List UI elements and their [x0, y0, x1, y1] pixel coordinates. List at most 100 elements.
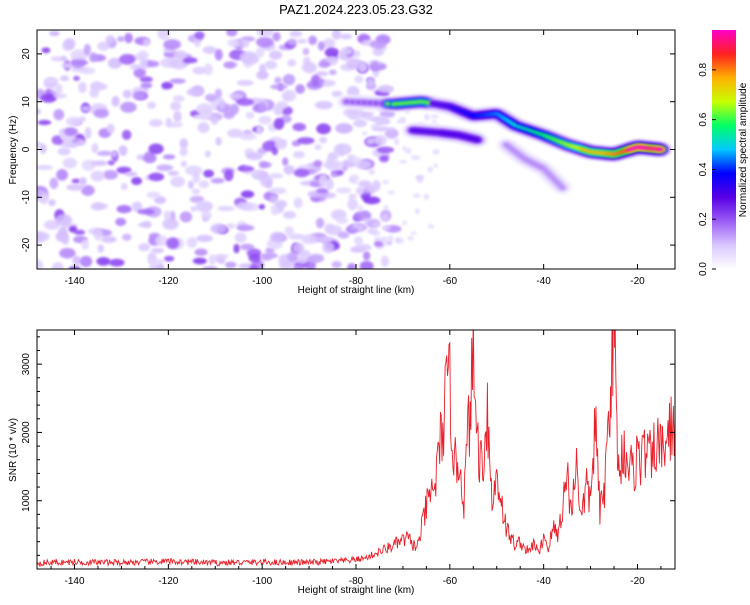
- noise-blob: [350, 174, 360, 182]
- y-tick-label: -10: [21, 190, 32, 205]
- y-tick-label: 3000: [21, 353, 32, 376]
- noise-blob: [72, 255, 81, 266]
- noise-blob: [83, 43, 91, 56]
- noise-blob: [57, 147, 71, 156]
- noise-blob: [302, 47, 310, 56]
- noise-blob: [186, 236, 198, 248]
- noise-blob: [264, 60, 278, 70]
- noise-blob: [182, 57, 198, 64]
- noise-blob: [364, 114, 374, 121]
- noise-blob: [163, 210, 171, 221]
- noise-blob: [414, 175, 425, 180]
- x-tick-label: -100: [252, 576, 272, 587]
- noise-blob: [56, 169, 69, 181]
- noise-blob: [190, 206, 198, 212]
- noise-blob: [316, 188, 329, 194]
- ridge-mark: [384, 101, 391, 106]
- noise-blob: [49, 177, 59, 190]
- noise-blob: [407, 236, 415, 241]
- noise-blob: [148, 119, 163, 127]
- noise-blob: [132, 91, 146, 101]
- noise-blob: [331, 90, 343, 98]
- noise-blob: [289, 30, 303, 38]
- noise-blob: [210, 114, 219, 125]
- noise-blob: [204, 93, 218, 102]
- branch-mark: [475, 138, 481, 142]
- noise-blob: [151, 247, 165, 254]
- noise-blob: [169, 78, 186, 84]
- noise-blob: [70, 59, 89, 66]
- noise-blob: [359, 260, 374, 269]
- noise-blob: [173, 50, 187, 60]
- spectrogram-heatmap: [37, 30, 672, 269]
- noise-blob: [292, 242, 305, 254]
- noise-blob: [369, 40, 387, 49]
- noise-blob: [121, 129, 132, 141]
- noise-blob: [167, 170, 179, 176]
- noise-blob: [201, 210, 212, 221]
- noise-blob: [301, 62, 317, 74]
- noise-blob: [353, 119, 368, 128]
- noise-blob: [155, 235, 169, 247]
- noise-blob: [55, 214, 73, 226]
- colorbar-tick-label: 0.6: [698, 112, 709, 126]
- noise-blob: [122, 233, 132, 241]
- noise-blob: [103, 169, 118, 180]
- noise-blob: [331, 260, 342, 269]
- noise-blob: [282, 157, 289, 166]
- noise-blob: [423, 193, 430, 200]
- noise-blob: [148, 172, 165, 182]
- snr-y-axis-label: SNR (10 * v/v): [8, 418, 19, 482]
- noise-blob: [258, 203, 266, 210]
- noise-blob: [315, 217, 325, 229]
- noise-blob: [236, 80, 254, 86]
- noise-blob: [249, 265, 259, 269]
- colorbar-tick-label: 0.4: [698, 162, 709, 176]
- y-tick-label: 10: [21, 96, 32, 108]
- noise-blob: [192, 66, 207, 75]
- noise-blob: [364, 189, 370, 194]
- noise-blob: [322, 241, 335, 254]
- noise-blob: [362, 131, 368, 136]
- noise-blob: [283, 165, 295, 175]
- noise-blob: [376, 146, 395, 154]
- noise-blob: [314, 100, 333, 110]
- ridge-mark: [373, 101, 379, 106]
- noise-blob: [228, 93, 244, 99]
- noise-blob: [217, 205, 235, 212]
- noise-blob: [272, 31, 281, 42]
- noise-blob: [315, 71, 329, 77]
- noise-blob: [347, 109, 356, 113]
- noise-blob: [194, 248, 208, 256]
- x-tick-label: -40: [536, 276, 551, 287]
- noise-blob: [370, 123, 379, 130]
- x-tick-label: -60: [443, 576, 458, 587]
- noise-blob: [236, 98, 254, 106]
- noise-blob: [170, 176, 186, 188]
- noise-blob: [287, 251, 298, 262]
- noise-blob: [363, 217, 370, 223]
- noise-blob: [269, 173, 284, 179]
- noise-blob: [336, 216, 349, 225]
- noise-blob: [90, 81, 103, 91]
- snr-plot-area: [37, 330, 675, 568]
- noise-blob: [97, 244, 105, 253]
- noise-blob: [116, 166, 132, 174]
- noise-blob: [111, 150, 118, 158]
- noise-blob: [125, 171, 138, 177]
- noise-blob: [313, 160, 323, 168]
- noise-blob: [402, 220, 408, 226]
- noise-blob: [363, 251, 371, 261]
- noise-blob: [358, 180, 372, 188]
- noise-blob: [119, 53, 136, 65]
- noise-blob: [137, 222, 152, 228]
- noise-blob: [156, 164, 174, 172]
- noise-blob: [142, 38, 151, 47]
- noise-blob: [399, 116, 406, 122]
- noise-blob: [381, 213, 389, 221]
- ridge-mark: [658, 147, 664, 152]
- noise-blob: [372, 180, 381, 191]
- noise-blob: [318, 174, 329, 187]
